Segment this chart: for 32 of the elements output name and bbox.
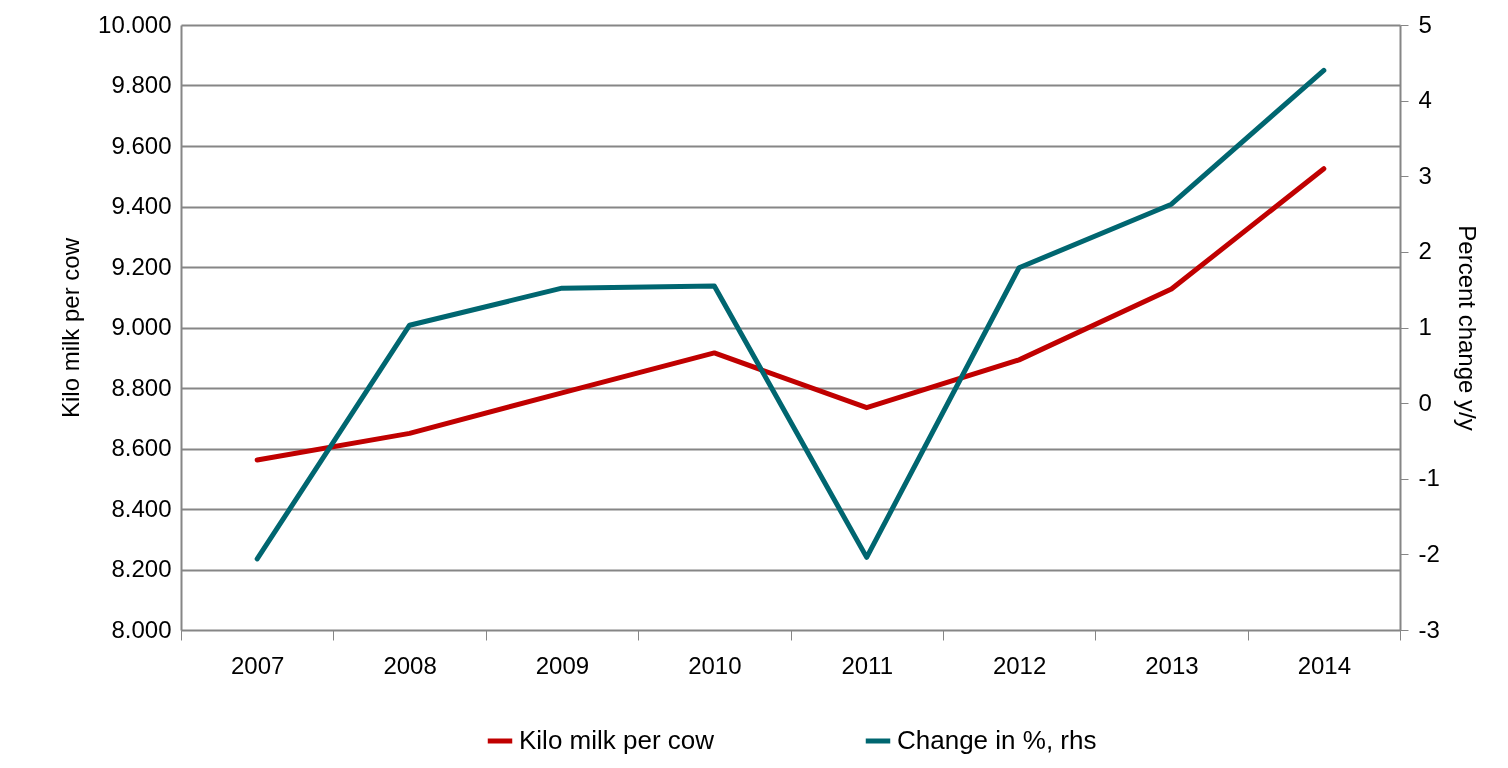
y2-tick-label: 3 bbox=[1418, 161, 1432, 189]
x-tick-label: 2008 bbox=[383, 651, 437, 679]
y-tick-label: 9.400 bbox=[111, 192, 172, 219]
x-tick-label: 2010 bbox=[688, 651, 742, 679]
y-tick-label: 8.600 bbox=[111, 434, 172, 461]
x-tick-label: 2013 bbox=[1145, 651, 1199, 679]
y2-tick-label: 0 bbox=[1418, 388, 1432, 416]
legend-label: Change in %, rhs bbox=[897, 725, 1097, 755]
y-tick-label: 8.800 bbox=[111, 373, 172, 401]
y-tick-label: 9.600 bbox=[111, 131, 172, 159]
y2-tick-label: -3 bbox=[1418, 615, 1440, 643]
y-tick-label: 9.200 bbox=[111, 252, 172, 280]
x-tick-label: 2014 bbox=[1297, 651, 1352, 679]
y-tick-label: 10.000 bbox=[98, 10, 172, 38]
x-tick-label: 2007 bbox=[230, 651, 285, 679]
y-axis-title: Kilo milk per cow bbox=[57, 237, 85, 419]
y2-tick-label: 2 bbox=[1418, 237, 1432, 265]
legend-label: Kilo milk per cow bbox=[519, 725, 715, 755]
y2-tick-label: -1 bbox=[1418, 464, 1440, 492]
x-tick-label: 2009 bbox=[535, 651, 590, 679]
y-tick-label: 9.000 bbox=[111, 313, 172, 340]
y-tick-label: 8.400 bbox=[111, 494, 172, 522]
y-tick-label: 9.800 bbox=[111, 71, 172, 98]
y2-tick-label: 4 bbox=[1418, 86, 1432, 114]
y2-tick-label: 1 bbox=[1418, 313, 1432, 340]
x-tick-label: 2011 bbox=[841, 651, 893, 679]
y2-axis-title: Percent change y/y bbox=[1453, 225, 1481, 431]
y-tick-label: 8.000 bbox=[111, 615, 172, 643]
y2-tick-label: -2 bbox=[1418, 539, 1440, 567]
x-tick-label: 2012 bbox=[992, 651, 1047, 679]
y-tick-label: 8.200 bbox=[111, 555, 172, 582]
y2-tick-label: 5 bbox=[1418, 10, 1432, 38]
